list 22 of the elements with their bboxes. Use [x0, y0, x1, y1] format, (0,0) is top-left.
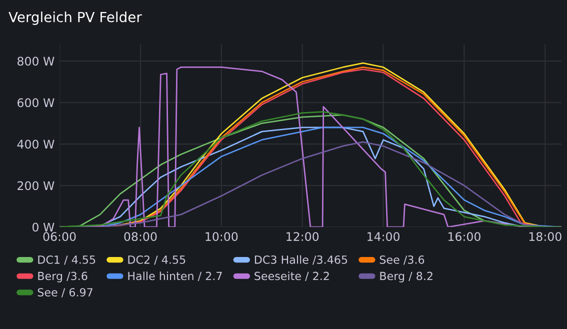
legend-label: DC2 / 4.55: [128, 255, 186, 265]
x-tick-label: 18:00: [529, 232, 562, 242]
legend-label: DC1 / 4.55: [38, 255, 96, 265]
legend-label: DC3 Halle /3.465: [254, 255, 348, 265]
legend-label: Seeseite / 2.2: [254, 272, 329, 282]
y-tick-label: 600 W: [18, 98, 54, 108]
legend-label: Berg /3.6: [38, 272, 88, 282]
y-tick-label: 0 W: [32, 222, 54, 232]
x-tick-label: 16:00: [448, 232, 480, 242]
y-tick-label: 200 W: [18, 181, 54, 190]
legend-label: See /3.6: [380, 255, 424, 265]
legend-label: See / 6.97: [38, 288, 92, 298]
legend-label: Halle hinten / 2.7: [128, 272, 222, 282]
y-tick-label: 800 W: [18, 56, 54, 66]
x-tick-label: 12:00: [286, 232, 319, 242]
x-tick-label: 06:00: [43, 232, 76, 242]
x-tick-label: 08:00: [124, 232, 157, 242]
y-tick-label: 400 W: [17, 140, 54, 149]
x-tick-label: 14:00: [368, 232, 400, 242]
legend-label: Berg / 8.2: [380, 272, 432, 282]
chart-title: Vergleich PV Felder: [8, 12, 142, 25]
x-tick-label: 10:00: [206, 232, 238, 242]
